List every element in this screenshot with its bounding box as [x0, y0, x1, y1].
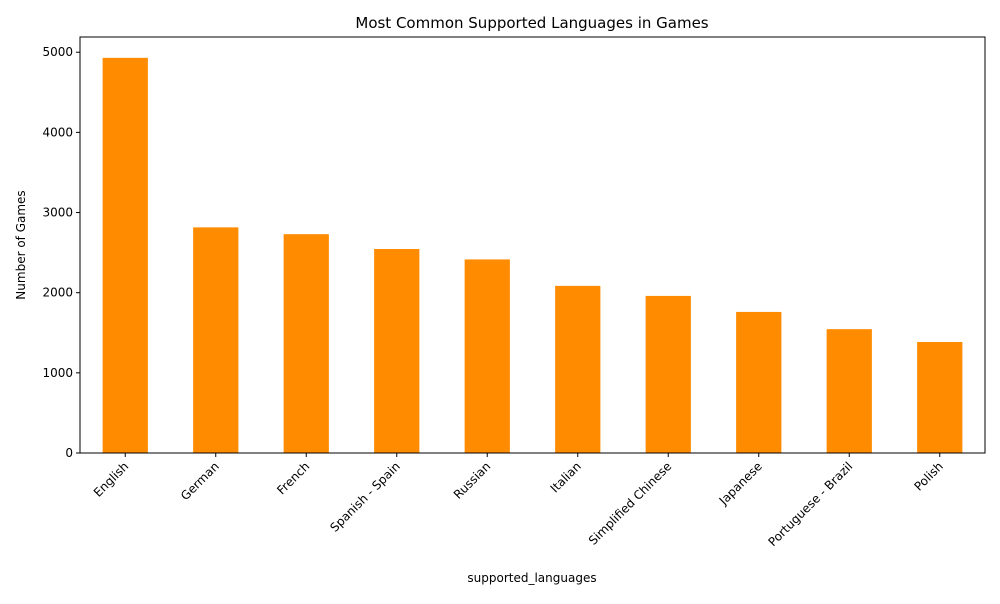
y-tick-label-0: 0	[65, 446, 73, 460]
y-axis-label: Number of Games	[14, 190, 28, 299]
x-tick-label-english: English	[91, 459, 132, 500]
bar-simplified-chinese	[646, 296, 691, 453]
y-tick-label-2000: 2000	[42, 286, 73, 300]
x-axis-ticks: English German French Spanish - Spain Russia…	[91, 453, 946, 549]
x-tick-label-french: French	[274, 459, 312, 497]
bar-spanish-spain	[374, 249, 419, 453]
x-tick-label-simplified-chinese: Simplified Chinese	[586, 459, 675, 548]
x-axis-label: supported_languages	[467, 571, 596, 585]
x-tick-label-german: German	[178, 459, 222, 503]
bar-german	[193, 227, 238, 453]
bar-japanese	[736, 312, 781, 453]
bars-layer	[103, 58, 963, 453]
bar-english	[103, 58, 148, 453]
x-tick-label-italian: Italian	[548, 459, 584, 495]
x-tick-label-russian: Russian	[451, 459, 494, 502]
bar-italian	[555, 286, 600, 453]
x-tick-label-portuguese-brazil: Portuguese - Brazil	[766, 459, 856, 549]
x-tick-label-japanese: Japanese	[716, 459, 765, 508]
bar-portuguese-brazil	[827, 329, 872, 453]
bar-french	[284, 234, 329, 453]
y-axis-ticks: 0 1000 2000 3000 4000 5000	[42, 45, 80, 460]
y-tick-label-4000: 4000	[42, 125, 73, 139]
bar-polish	[917, 342, 962, 453]
bar-russian	[465, 259, 510, 453]
x-tick-label-polish: Polish	[911, 459, 945, 493]
y-tick-label-1000: 1000	[42, 366, 73, 380]
y-tick-label-3000: 3000	[42, 206, 73, 220]
chart-title: Most Common Supported Languages in Games	[355, 14, 708, 32]
x-tick-label-spanish-spain: Spanish - Spain	[327, 459, 403, 535]
y-tick-label-5000: 5000	[42, 45, 73, 59]
